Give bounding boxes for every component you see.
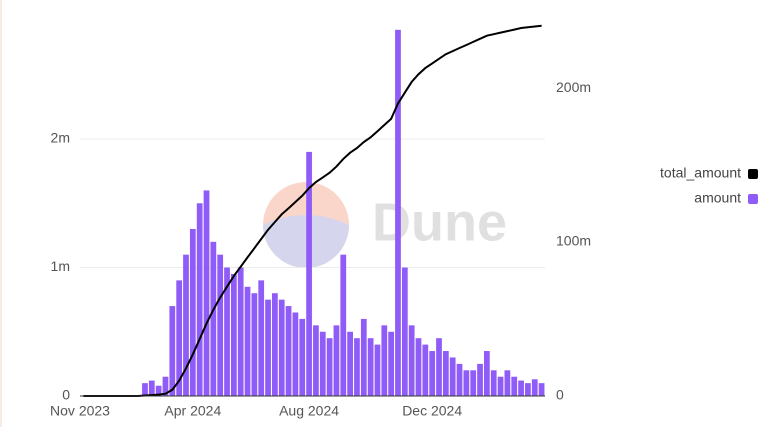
bar [292, 312, 299, 396]
bar [538, 383, 545, 396]
bar [299, 318, 306, 396]
bar [210, 241, 217, 396]
bar [169, 306, 176, 396]
x-tick-label: Apr 2024 [164, 403, 221, 419]
bar [531, 379, 538, 396]
bar [395, 29, 401, 397]
watermark-logo-base [263, 215, 349, 268]
bar [237, 267, 244, 396]
x-tick-label: Dec 2024 [402, 403, 462, 419]
bar [258, 280, 265, 396]
bar [142, 383, 148, 396]
bar [265, 299, 271, 396]
bar [497, 376, 504, 396]
legend-swatch [748, 169, 758, 179]
bar [155, 385, 162, 396]
bar [340, 254, 347, 396]
bar [319, 331, 326, 396]
bar [148, 380, 155, 396]
legend-label: amount [694, 190, 741, 206]
bar [525, 383, 531, 396]
line [83, 24, 542, 397]
bar [313, 325, 319, 396]
bar [511, 376, 518, 396]
bar [333, 325, 340, 396]
bar [388, 331, 395, 396]
y2-tick-label: 0 [556, 387, 564, 403]
bar [504, 370, 511, 396]
bar [183, 254, 189, 396]
x-tick-label: Aug 2024 [279, 403, 339, 419]
bar [401, 267, 408, 396]
bar [415, 338, 422, 396]
bar [251, 293, 258, 396]
watermark-text: Dune [372, 192, 507, 252]
bar [203, 190, 210, 396]
bar [490, 370, 497, 396]
watermark: Dune [263, 182, 507, 268]
bar [306, 151, 312, 396]
bar [326, 338, 333, 396]
y2-tick-label: 100m [556, 233, 591, 249]
bar [217, 254, 224, 396]
bar [347, 331, 353, 396]
legend-swatch [748, 194, 758, 204]
bar [422, 344, 429, 396]
y-tick-label: 2m [51, 130, 70, 146]
x-tick-label: Nov 2023 [50, 403, 110, 419]
bar [442, 351, 449, 396]
bar [244, 286, 251, 396]
bar [354, 338, 360, 396]
bar [189, 228, 196, 396]
bar [436, 338, 442, 396]
bar [272, 293, 278, 396]
bar [449, 357, 456, 396]
y-tick-label: 1m [51, 258, 70, 274]
bar [408, 325, 415, 396]
y-tick-label: 0 [62, 387, 70, 403]
bar [278, 299, 285, 396]
grid [80, 138, 545, 397]
bar [224, 267, 230, 396]
bar [429, 351, 436, 396]
bar [477, 363, 483, 396]
legend-label: total_amount [660, 165, 741, 181]
bar [162, 376, 169, 396]
bar [176, 280, 183, 396]
bar [360, 318, 367, 396]
bar [518, 380, 524, 396]
bar [381, 325, 388, 396]
bar [367, 338, 374, 396]
bar [463, 370, 470, 396]
bar [484, 351, 490, 396]
bar [374, 344, 381, 396]
bar [230, 273, 237, 396]
bar [196, 203, 203, 396]
bar [456, 363, 463, 396]
y2-tick-label: 200m [556, 79, 591, 95]
watermark-logo [263, 182, 349, 268]
bar [285, 306, 292, 396]
bar [470, 370, 477, 396]
